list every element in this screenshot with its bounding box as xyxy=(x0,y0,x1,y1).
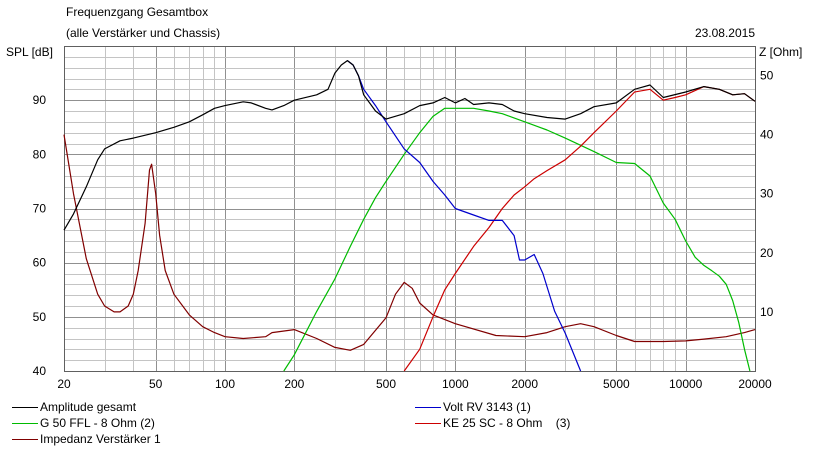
x-tick-label: 20000 xyxy=(738,377,772,391)
legend-label: Amplitude gesamt xyxy=(40,400,137,414)
chart-date: 23.08.2015 xyxy=(694,26,755,40)
y-tick-label: 80 xyxy=(33,147,47,161)
y-tick-label: 40 xyxy=(33,364,47,378)
series-line-3 xyxy=(283,107,751,372)
series-line-1 xyxy=(63,59,756,231)
x-tick-label: 50 xyxy=(149,377,163,391)
x-tick-label: 2000 xyxy=(511,377,538,391)
legend-label: G 50 FFL - 8 Ohm (2) xyxy=(40,416,155,430)
x-tick-label: 10000 xyxy=(669,377,703,391)
y2-tick-label: 30 xyxy=(760,187,774,201)
x-tick-label: 200 xyxy=(284,377,304,391)
legend-swatch xyxy=(415,423,441,424)
legend-label: KE 25 SC - 8 Ohm (3) xyxy=(443,416,571,430)
y2-tick-label: 50 xyxy=(760,69,774,83)
y-tick-label: 60 xyxy=(33,256,47,270)
legend-swatch xyxy=(12,423,38,424)
y-axis-label: SPL [dB] xyxy=(6,45,53,59)
legend-swatch xyxy=(12,439,38,440)
chart-title: Frequenzgang Gesamtbox xyxy=(66,5,209,19)
plot-frame xyxy=(64,46,756,372)
legend-swatch xyxy=(12,407,38,408)
x-tick-label: 5000 xyxy=(603,377,630,391)
x-tick-label: 100 xyxy=(215,377,235,391)
y2-tick-label: 10 xyxy=(760,305,774,319)
y-tick-label: 90 xyxy=(33,93,47,107)
x-tick-label: 1000 xyxy=(442,377,469,391)
legend-label: Impedanz Verstärker 1 xyxy=(40,432,161,446)
legend-label: Volt RV 3143 (1) xyxy=(443,400,531,414)
x-tick-label: 20 xyxy=(57,377,71,391)
y2-axis-label: Z [Ohm] xyxy=(759,45,803,59)
y2-tick-label: 40 xyxy=(760,128,774,142)
legend-swatch xyxy=(415,407,441,408)
y-tick-label: 50 xyxy=(33,310,47,324)
chart-subtitle: (alle Verstärker und Chassis) xyxy=(66,26,221,40)
y-tick-label: 70 xyxy=(33,202,47,216)
y2-tick-label: 20 xyxy=(760,246,774,260)
series-line-2 xyxy=(347,60,582,372)
x-tick-label: 500 xyxy=(376,377,396,391)
